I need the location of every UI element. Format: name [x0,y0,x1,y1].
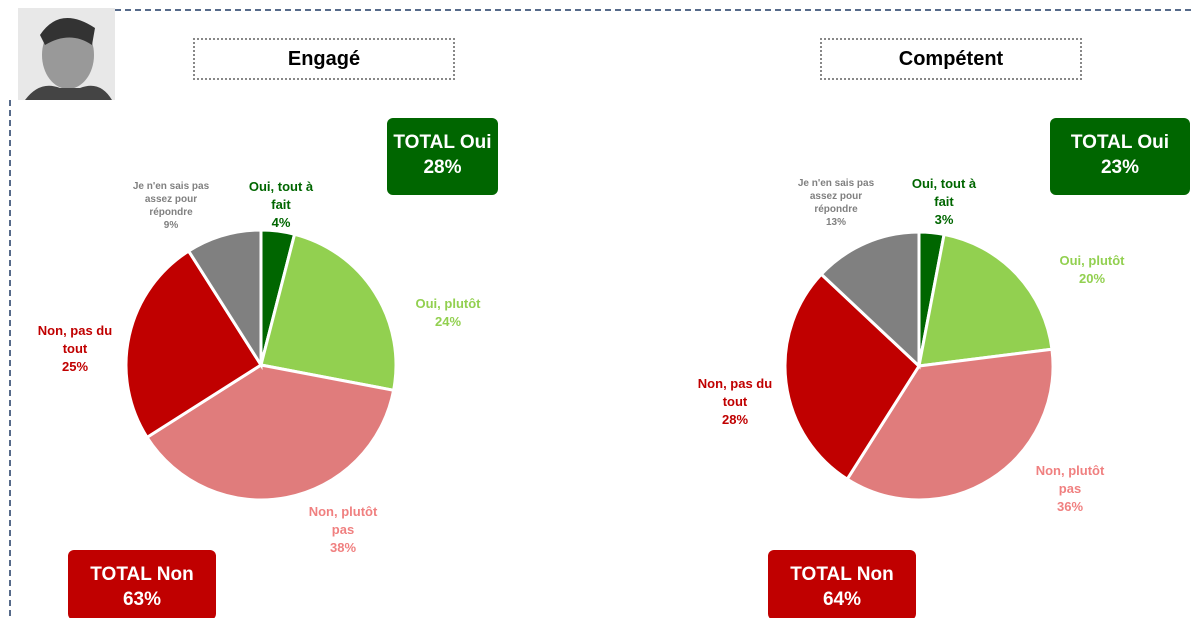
slice-label: Oui, tout à fait 3% [904,175,984,229]
value-label: 28% [721,412,749,427]
slice-label: Oui, plutôt 24% [403,295,493,331]
value-label: 38% [329,540,357,555]
pie-slice [186,228,263,371]
chart-title: Engagé [193,38,455,80]
total-label: TOTAL Oui [393,132,492,153]
chart-title: Compétent [820,38,1082,80]
category-label: Non, pas du tout [37,323,113,356]
portrait [18,8,115,100]
slice-label: Non, plutôt pas 36% [1025,462,1115,516]
pie-slice [819,230,921,370]
value-label: 25% [61,359,89,374]
category-label: Oui, tout à fait [911,176,977,209]
value-label: 3% [934,212,954,227]
category-label: Non, plutôt pas [1035,463,1105,496]
pie-slice [124,248,264,440]
slice-label: Oui, plutôt 20% [1047,252,1137,288]
pie-slice [917,232,1054,368]
total-label: TOTAL Oui [1070,132,1170,153]
total-box: TOTAL Oui 28% [387,118,498,195]
value-label: 9% [163,220,179,231]
slice-label: Je n'en sais pas assez pour répondre 13% [796,177,876,229]
slice-label: Je n'en sais pas assez pour répondre 9% [131,180,211,232]
category-label: Non, pas du tout [697,376,773,409]
value-label: 24% [434,314,462,329]
slice-label: Non, plutôt pas 38% [298,503,388,557]
value-label: 4% [271,215,291,230]
category-label: Oui, tout à fait [248,179,314,212]
slice-label: Non, pas du tout 28% [685,375,785,429]
category-label: Oui, plutôt [1059,253,1125,268]
total-value: 63% [122,589,162,610]
pie-slice [259,232,398,393]
total-value: 23% [1100,157,1140,178]
total-box: TOTAL Oui 23% [1050,118,1190,195]
slice-label: Non, pas du tout 25% [25,322,125,376]
pie-slice [783,272,921,482]
category-label: Oui, plutôt [415,296,481,311]
slice-label: Oui, tout à fait 4% [241,178,321,232]
category-label: Je n'en sais pas assez pour répondre [132,181,210,218]
total-box: TOTAL Non 63% [68,550,216,618]
total-box: TOTAL Non 64% [768,550,916,618]
category-label: Non, plutôt pas [308,504,378,537]
value-label: 20% [1078,271,1106,286]
total-label: TOTAL Non [790,564,894,585]
total-value: 64% [822,589,862,610]
value-label: 36% [1056,499,1084,514]
total-value: 28% [423,157,462,178]
pie-slice [845,347,1055,502]
total-label: TOTAL Non [90,564,194,585]
value-label: 13% [825,217,846,228]
category-label: Je n'en sais pas assez pour répondre [797,178,875,215]
